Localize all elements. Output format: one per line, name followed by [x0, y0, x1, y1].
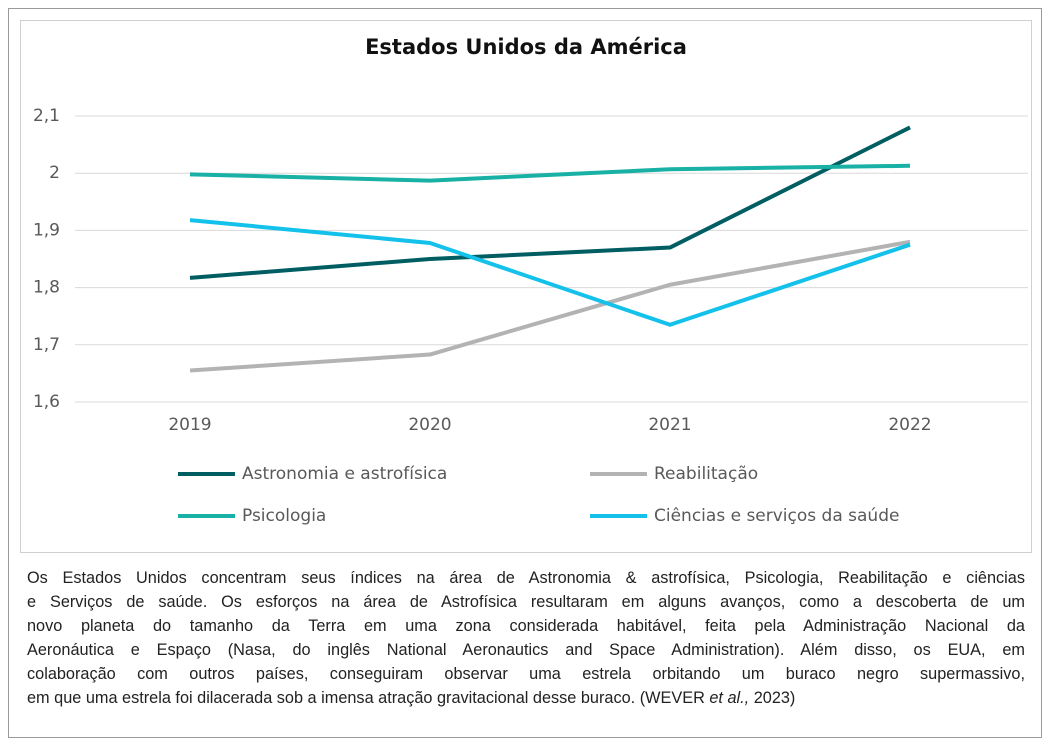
series-line — [189, 163, 911, 183]
caption-line: e Serviços de saúde. Os esforços na área… — [27, 593, 1025, 611]
y-tick-label: 1,7 — [33, 335, 60, 355]
y-tick-label: 2,1 — [33, 106, 60, 126]
caption-line: Os Estados Unidos concentram seus índice… — [27, 569, 1025, 587]
y-tick-label: 1,6 — [33, 392, 60, 412]
y-tick-label: 1,8 — [33, 278, 60, 298]
caption-line: em que uma estrela foi dilacerada sob a … — [27, 686, 1025, 710]
legend-label: Psicologia — [242, 506, 326, 526]
frame — [8, 8, 1042, 738]
chart-title: Estados Unidos da América — [365, 35, 687, 59]
caption-line: Aeronáutica e Espaço (Nasa, do inglês Na… — [27, 641, 1025, 659]
caption-text: em que uma estrela foi dilacerada sob a … — [27, 689, 710, 707]
series-line — [189, 239, 911, 373]
legend-label: Astronomia e astrofísica — [242, 464, 447, 484]
caption-text: 2023) — [749, 689, 796, 707]
chart-frame — [20, 20, 1032, 553]
caption-italic: et al., — [709, 689, 750, 707]
x-tick-label: 2022 — [888, 415, 931, 435]
chart: Estados Unidos da América 1,6 1,7 1,8 1,9 2 2… — [33, 35, 1028, 526]
y-tick-label: 2 — [49, 163, 60, 183]
x-tick-label: 2020 — [408, 415, 451, 435]
caption-line: colaboração com outros países, conseguir… — [27, 665, 1025, 683]
y-tick-label: 1,9 — [33, 220, 60, 240]
x-tick-label: 2019 — [168, 415, 211, 435]
caption-line: novo planeta do tamanho da Terra em uma … — [27, 617, 1025, 635]
x-tick-label: 2021 — [648, 415, 691, 435]
series-line — [189, 125, 911, 280]
legend-label: Reabilitação — [654, 464, 758, 484]
caption: Os Estados Unidos concentram seus índice… — [27, 566, 1025, 710]
series-line — [189, 218, 911, 327]
legend-label: Ciências e serviços da saúde — [654, 506, 899, 526]
